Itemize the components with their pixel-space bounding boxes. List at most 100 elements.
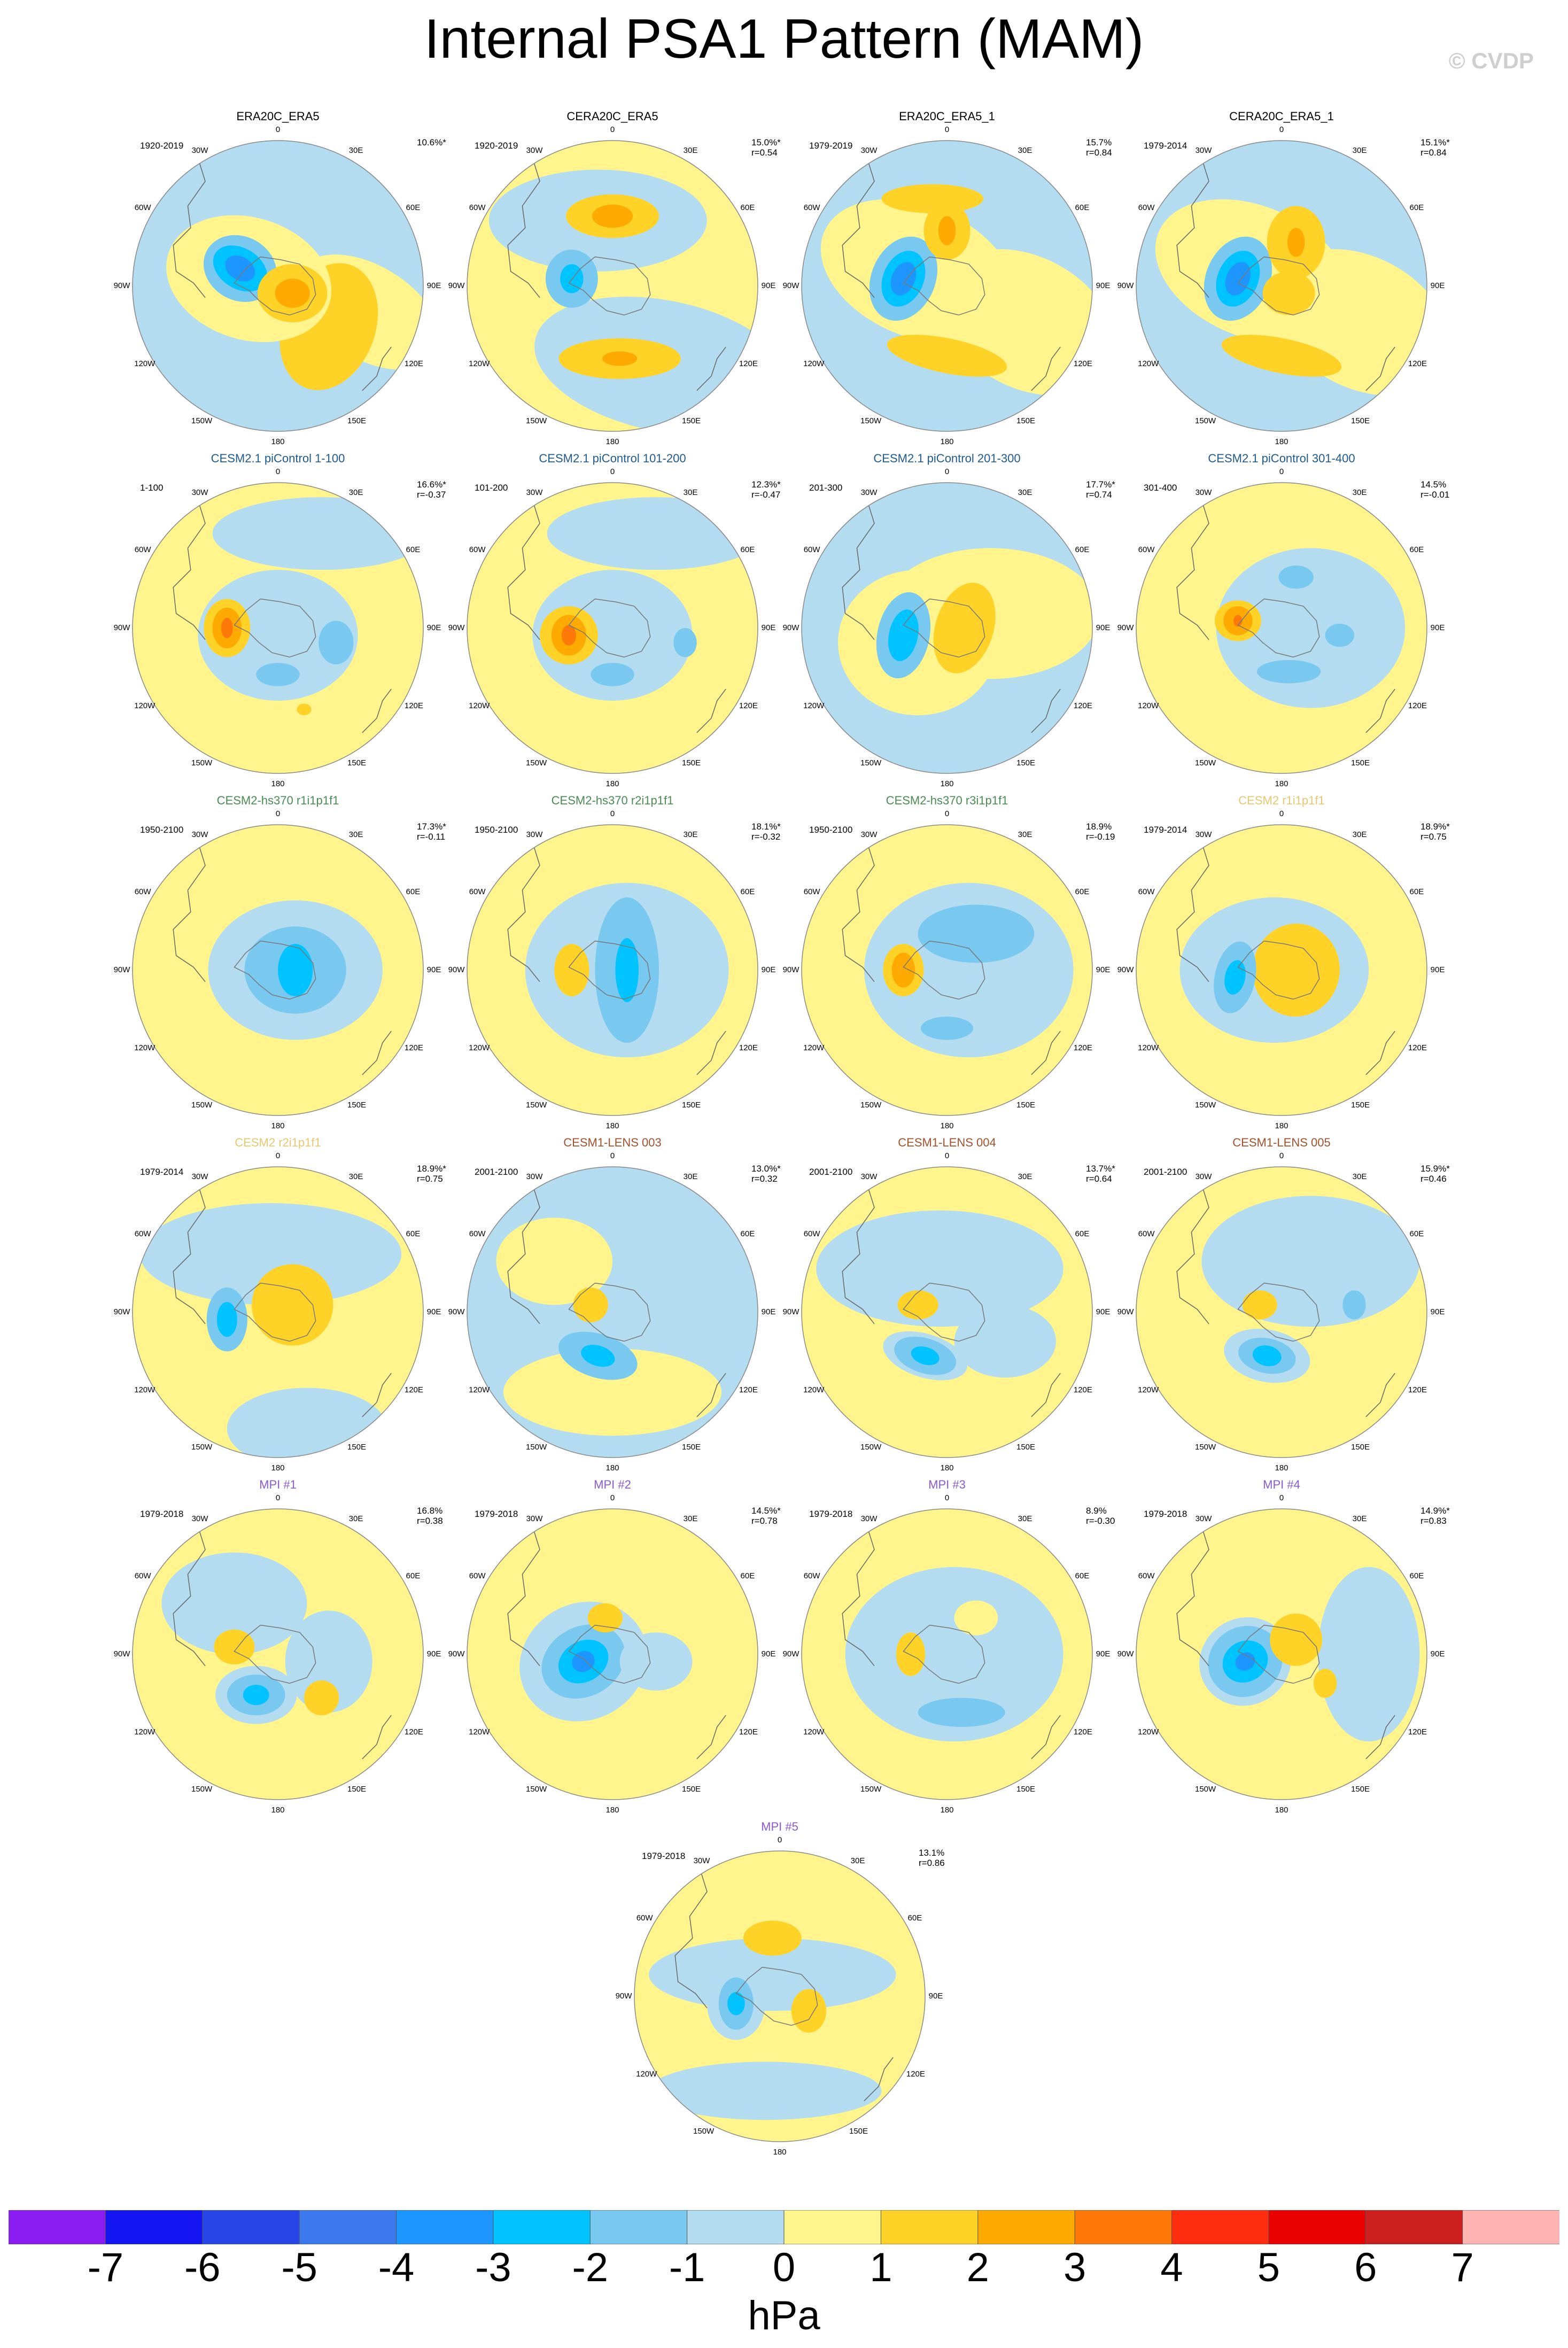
variance-pct: 15.9%* [1420,1164,1450,1174]
longitude-label: 120W [469,1043,490,1052]
coastline [1365,688,1395,733]
longitude-label: 150W [191,1442,213,1452]
longitude-label: 30E [1018,1514,1033,1524]
longitude-label: 180 [606,1805,619,1815]
longitude-label: 60E [1409,545,1424,554]
watermark-logo: © CVDP [1448,48,1534,73]
panel-period: 1-100 [140,483,164,493]
panel-stats: 14.9%* r=0.83 [1420,1506,1450,1526]
longitude-label: 30E [348,488,363,498]
contour-region [1225,262,1251,296]
contour-region [1256,660,1321,684]
contour-region [554,944,589,996]
colorbar-tick-label: 5 [1257,2245,1280,2290]
contour-region [1201,1196,1420,1327]
colorbar-tick-label: -1 [669,2245,705,2290]
map-panel: CESM2-hs370 r2i1p1f1 1950-2100 18.1%* r=-0.… [448,794,837,1146]
panel-period: 1979-2018 [642,1851,686,1861]
variance-pct: 18.9%* [1420,822,1450,832]
longitude-label: 180 [271,1805,285,1815]
panel-stats: 14.5% r=-0.01 [1420,479,1449,500]
contour-region [619,1632,693,1691]
longitude-label: 150E [1351,1784,1370,1794]
contour-region [1221,335,1342,377]
coastline [842,1526,875,1667]
map-panel: MPI #1 1979-2018 16.8% r=0.38 0 30E 60E 90E 120E… [114,1478,502,1831]
coastline [674,1868,708,2009]
pattern-correlation: r=0.83 [1420,1516,1447,1526]
coastline [842,842,875,982]
variance-pct: 12.3%* [751,479,781,490]
longitude-label: 30W [191,488,208,498]
longitude-label: 120W [469,359,490,368]
colorbar-tick-label: -7 [87,2245,124,2290]
longitude-label: 30W [526,830,543,840]
map-border [132,140,424,432]
panel-period: 1979-2014 [140,1167,184,1177]
map-border [801,824,1093,1116]
longitude-label: 120E [1073,359,1092,368]
panel-period: 101-200 [475,483,508,493]
variance-pct: 14.5%* [751,1506,781,1516]
contour-region [881,184,983,213]
antarctica-coastline [903,1624,985,1684]
polar-map [467,140,758,432]
polar-map [801,482,1093,774]
longitude-label: 30W [860,830,878,840]
polar-map [467,824,758,1116]
longitude-label: 60W [134,545,151,554]
colorbar-swatch [396,2210,494,2244]
panel-title: ERA20C_ERA5 [236,110,320,123]
coastline [507,500,540,640]
longitude-label: 90E [426,623,441,632]
longitude-label: 90W [782,281,799,290]
coastline [507,1184,540,1324]
panel-stats: 15.7% r=0.84 [1086,137,1112,158]
panel-period: 1979-2014 [1144,141,1187,151]
longitude-label: 150W [526,416,547,425]
map-border [467,482,758,774]
longitude-label: 150W [860,1784,882,1794]
variance-pct: 15.1%* [1420,137,1450,148]
pattern-correlation: r=-0.32 [751,832,781,842]
contour-region [560,264,584,293]
contour-region [918,1698,1005,1727]
map-panel: MPI #5 1979-2018 13.1% r=0.86 0 30E 60E 90E 120E… [616,1820,1004,2173]
longitude-label: 120W [469,1385,490,1394]
contour-region [1318,1567,1420,1742]
longitude-label: 180 [271,1121,285,1130]
coastline [842,1184,875,1324]
polar-map [132,1508,424,1800]
longitude-label: 90W [113,1649,130,1659]
coastline [1176,158,1209,298]
longitude-label: 120W [1138,1727,1159,1737]
coastline [696,1715,726,1760]
longitude-label: 60W [1138,887,1155,896]
contour-region [572,1650,595,1672]
variance-pct: 15.7% [1086,137,1112,148]
polar-map [634,1850,926,2142]
longitude-label: 120E [404,1727,423,1737]
longitude-label: 30E [1018,488,1033,498]
polar-map [801,1166,1093,1458]
longitude-label: 120W [1138,701,1159,710]
contour-region [285,1610,372,1712]
longitude-label: 0 [944,1151,950,1160]
variance-pct: 8.9% [1086,1506,1107,1516]
longitude-label: 90W [1117,965,1134,974]
longitude-label: 120W [1138,359,1159,368]
longitude-label: 0 [275,809,281,818]
contour-region [275,278,310,308]
longitude-label: 150W [1195,1100,1216,1110]
longitude-label: 0 [944,467,950,476]
map-panel: CERA20C_ERA5 1920-2019 15.0%* r=0.54 0 30E 60E… [448,110,837,462]
longitude-label: 180 [940,1121,954,1130]
longitude-label: 120E [1073,1385,1092,1394]
longitude-label: 30E [683,1172,698,1182]
longitude-label: 90E [426,281,441,290]
antarctica-coastline [234,598,316,658]
panel-stats: 18.9%* r=0.75 [1420,822,1450,842]
contour-region [581,1345,615,1367]
longitude-label: 30E [1018,146,1033,156]
longitude-label: 150W [860,416,882,425]
